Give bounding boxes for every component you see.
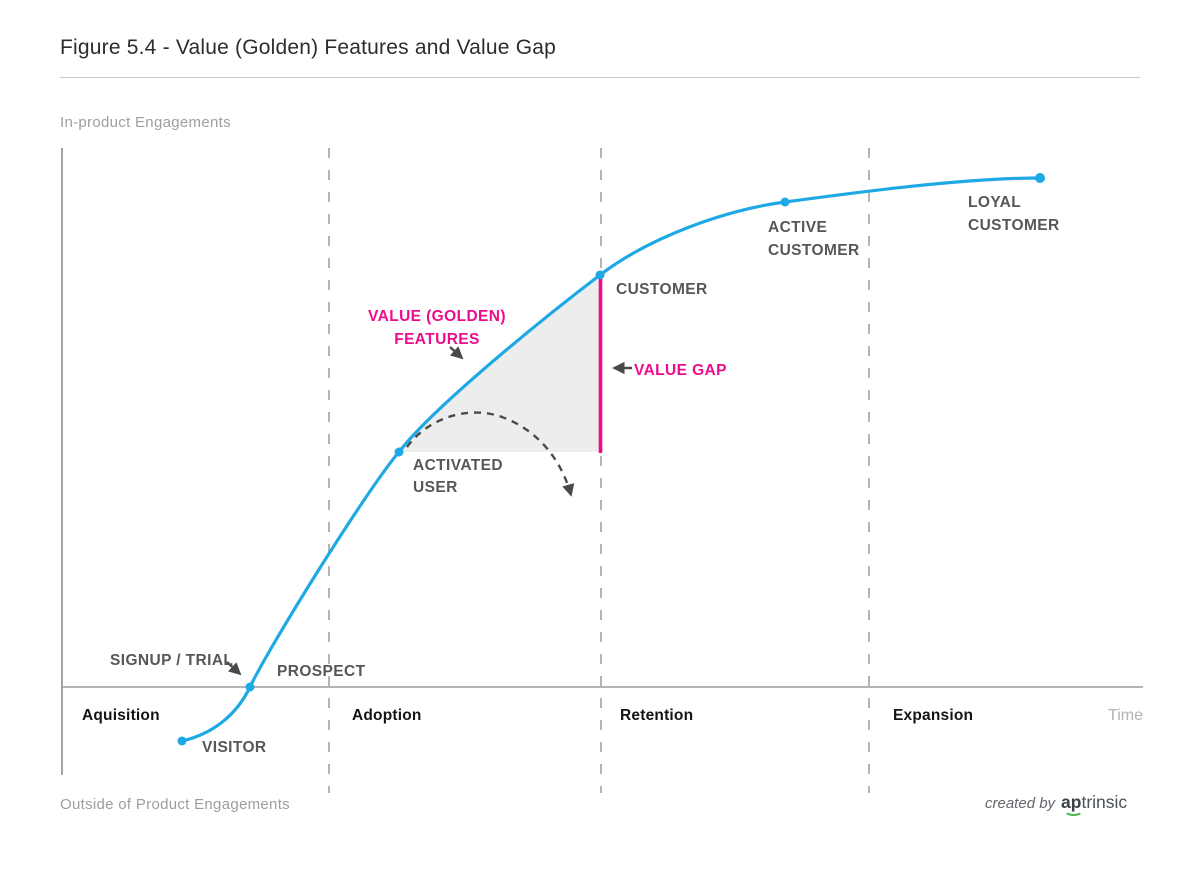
loyal-customer-label-line1: LOYAL: [968, 194, 1021, 211]
milestone-dot: [177, 736, 187, 746]
customer-label: CUSTOMER: [616, 281, 708, 298]
visitor-label: VISITOR: [202, 739, 267, 756]
stage-label-aquisition: Aquisition: [82, 707, 160, 724]
signup-trial-label: SIGNUP / TRIAL: [110, 652, 233, 669]
stage-label-expansion: Expansion: [893, 707, 973, 724]
time-axis-label: Time: [1108, 707, 1143, 724]
signup-trial-arrow: [226, 661, 242, 676]
value-golden-features-label-line1: VALUE (GOLDEN): [368, 308, 506, 325]
aptrinsic-green-arc-icon: [1064, 805, 1084, 816]
milestone-dots: [177, 173, 1045, 746]
title-divider: [60, 77, 1140, 78]
milestone-dot: [1035, 173, 1045, 183]
milestone-dot: [245, 682, 255, 692]
activated-user-label-line1: ACTIVATED: [413, 457, 503, 474]
credit-prefix: created by: [985, 795, 1056, 812]
milestone-dot: [394, 447, 404, 457]
value-gap-shaded-region: [399, 275, 600, 452]
stage-boundary-lines: [328, 148, 870, 793]
aptrinsic-logo: ap trinsic: [1061, 792, 1128, 816]
aptrinsic-logo-bold: ap: [1061, 792, 1084, 816]
prospect-label: PROSPECT: [277, 663, 366, 680]
stage-label-retention: Retention: [620, 707, 693, 724]
active-customer-label-line2: CUSTOMER: [768, 242, 860, 259]
aptrinsic-logo-rest: trinsic: [1081, 792, 1128, 812]
milestone-dot: [595, 270, 605, 280]
value-gap-label: VALUE GAP: [634, 362, 727, 379]
y-axis-bottom-label: Outside of Product Engagements: [60, 796, 290, 813]
stage-label-adoption: Adoption: [352, 707, 422, 724]
golden-features-arrow: [449, 346, 464, 360]
loyal-customer-label-line2: CUSTOMER: [968, 217, 1060, 234]
engagement-curve: [180, 176, 1042, 743]
churn-fallback-arc: [406, 411, 575, 497]
y-axis-top-label: In-product Engagements: [60, 114, 231, 131]
value-golden-features-label-line2: FEATURES: [394, 331, 480, 348]
active-customer-label-line1: ACTIVE: [768, 219, 827, 236]
credit-line: created by ap trinsic: [985, 792, 1128, 816]
milestone-dot: [780, 197, 790, 207]
figure-title: Figure 5.4 - Value (Golden) Features and…: [60, 36, 556, 59]
activated-user-label-line2: USER: [413, 479, 458, 496]
